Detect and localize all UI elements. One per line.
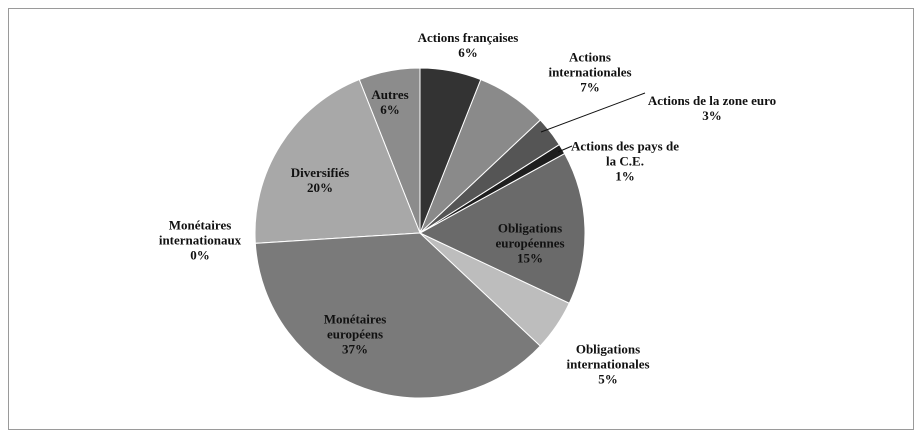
leader-line: [557, 145, 573, 153]
category-label: Diversifiés: [290, 165, 350, 180]
category-label: Obligations européennes: [495, 220, 565, 251]
value-label: 0%: [190, 247, 210, 263]
category-label: Autres: [371, 87, 409, 102]
category-label: Actions françaises: [417, 30, 519, 45]
value-label: 15%: [517, 250, 543, 266]
value-label: 3%: [702, 108, 722, 123]
value-label: 7%: [580, 79, 600, 95]
pie-slice: [418, 152, 586, 304]
pie-slice: [254, 232, 541, 399]
slice-label: Autres 6%: [360, 87, 420, 117]
category-label: Monétaires internationaux: [158, 217, 242, 248]
slice-label: Actions des pays de la C.E. 1%: [565, 139, 685, 184]
slice-label: Obligations européennes 15%: [475, 221, 585, 266]
pie-slice: [419, 67, 482, 234]
slice-label: Diversifiés 20%: [275, 165, 365, 195]
value-label: 20%: [307, 180, 333, 195]
pie-slice: [254, 78, 421, 244]
chart-frame: [8, 8, 914, 430]
slice-label: Actions internationales 7%: [530, 50, 650, 95]
value-label: 5%: [598, 371, 618, 387]
category-label: Actions de la zone euro: [647, 93, 777, 108]
slice-label: Obligations internationales 5%: [548, 342, 668, 387]
category-label: Actions internationales: [548, 49, 632, 80]
value-label: 6%: [458, 45, 478, 60]
slice-label: Actions françaises 6%: [393, 30, 543, 60]
value-label: 1%: [615, 168, 635, 184]
slice-label: Actions de la zone euro 3%: [637, 93, 787, 123]
slice-label: Monétaires internationaux 0%: [135, 218, 265, 263]
category-label: Monétaires européens: [323, 311, 387, 342]
leader-line: [540, 92, 646, 133]
value-label: 37%: [342, 341, 368, 357]
category-label: Obligations internationales: [566, 341, 650, 372]
slice-label: Monétaires européens 37%: [300, 312, 410, 357]
category-label: Actions des pays de la C.E.: [571, 138, 679, 169]
value-label: 6%: [380, 102, 400, 117]
